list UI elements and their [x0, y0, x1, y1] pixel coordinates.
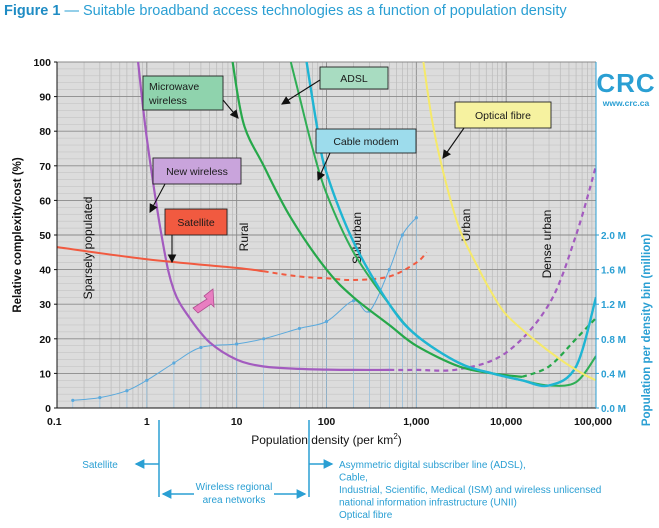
annotation-cable-label: Cable modem	[333, 136, 399, 148]
series-satellite-dashed	[263, 251, 428, 282]
figure-title-text: Suitable broadband access technologies a…	[82, 3, 567, 19]
annotation-cable-arrow	[317, 152, 331, 182]
zone-label: Dense urban	[540, 210, 554, 279]
y-tick-label: 0	[45, 403, 51, 415]
density-bin-point	[324, 319, 329, 324]
annotation-fibre-box	[454, 101, 552, 129]
x-tick-label: 0.1	[47, 416, 62, 428]
y-tick-label: 100	[33, 57, 51, 69]
bottom-tech-line: Cable,	[339, 473, 368, 484]
y-tick-label: 60	[39, 195, 51, 207]
zone-labels: Sparsely populated Rural Suburban Urban Dens…	[81, 197, 554, 300]
right-tick-label: 1.2 M	[601, 300, 626, 311]
density-bin-point	[351, 299, 356, 303]
axes: 0 10 20 30 40 50 60 70 80 90 100 0.1 1 10 100 1,000 10,0…	[12, 57, 653, 447]
series-satellite-line	[57, 246, 264, 273]
annotation-microwave-box	[142, 75, 224, 111]
density-bin-point	[145, 378, 149, 382]
x-tick-label: 10,000	[490, 416, 522, 428]
zone-label: Rural	[237, 223, 251, 252]
y-tick-label: 40	[39, 265, 51, 277]
annotation-cable-box	[315, 128, 417, 154]
annotation-fibre-label: Optical fibre	[475, 110, 531, 122]
annotation-new_wireless-arrow	[149, 183, 166, 213]
figure-dash: —	[64, 3, 79, 19]
series-microwave-line	[231, 62, 523, 378]
bottom-wran-label-2: area networks	[203, 495, 266, 506]
annotations: Satellite New wireless Microwave wireless AD…	[142, 66, 552, 314]
annotation-new_wireless-box	[152, 157, 242, 185]
annotation-microwave-label: Microwave	[149, 81, 199, 93]
density-bin-point	[125, 389, 129, 393]
right-tick-label: 0.0 M	[601, 404, 626, 415]
bottom-tech-line: national information infrastructure (UNI…	[339, 498, 517, 509]
bottom-tech-line: Optical fibre	[339, 510, 393, 521]
logo-url: www.crc.ca	[602, 98, 650, 108]
right-tick-label: 0.4 M	[601, 369, 626, 380]
figure-title: Figure 1 — Suitable broadband access tec…	[4, 3, 567, 19]
right-axis-label: Population per density bin (million)	[641, 234, 653, 426]
bottom-satellite-label: Satellite	[82, 460, 118, 471]
y-tick-label: 70	[39, 161, 51, 173]
bottom-tech-line: Asymmetric digital subscriber line (ADSL…	[339, 460, 526, 471]
series-new_wireless-dashed	[389, 165, 596, 372]
density-bins	[71, 216, 418, 408]
highlight-arrow	[192, 288, 215, 314]
density-bin-point	[235, 342, 239, 346]
density-bin-point	[414, 216, 418, 220]
y-tick-label: 30	[39, 299, 51, 311]
x-tick-label: 1	[144, 416, 150, 428]
annotation-adsl-box	[319, 66, 389, 90]
y-tick-label: 10	[39, 368, 51, 380]
zone-label: Sparsely populated	[81, 197, 95, 300]
y-axis-label: Relative complexity/cost (%)	[12, 157, 24, 312]
right-tick-label: 1.6 M	[601, 266, 626, 277]
density-bin-point	[71, 398, 75, 402]
y-tick-label: 20	[39, 334, 51, 346]
density-bin-point	[98, 396, 102, 400]
bottom-wran-label-1: Wireless regional	[196, 482, 273, 493]
annotation-adsl-label: ADSL	[340, 73, 368, 85]
x-tick-label: 100,000	[574, 416, 612, 428]
logo-text: CRC	[596, 68, 655, 98]
annotation-new_wireless-label: New wireless	[166, 166, 228, 178]
x-tick-label: 10	[231, 416, 243, 428]
y-tick-label: 50	[39, 230, 51, 242]
right-tick-label: 0.8 M	[601, 335, 626, 346]
density-bin-point	[172, 361, 176, 365]
x-tick-label: 100	[318, 416, 336, 428]
annotation-microwave-arrow	[222, 99, 239, 119]
x-tick-label: 1,000	[403, 416, 429, 428]
annotation-fibre-arrow	[442, 127, 465, 159]
zone-label: Urban	[459, 209, 473, 242]
y-tick-label: 80	[39, 126, 51, 138]
x-axis-label-main: Population density (per km	[251, 433, 393, 447]
density-bin-point	[400, 233, 405, 237]
density-bin-point	[387, 268, 391, 272]
figure-label: Figure 1	[4, 3, 61, 19]
bottom-tech-line: Industrial, Scientific, Medical (ISM) an…	[339, 485, 601, 496]
annotation-microwave-label-2: wireless	[148, 95, 187, 107]
density-bin-point	[297, 326, 302, 331]
y-tick-label: 90	[39, 92, 51, 104]
bottom-legend: Satellite Wireless regional area networks A…	[82, 420, 601, 521]
annotation-satellite-label: Satellite	[177, 217, 215, 229]
x-axis-label: Population density (per km2)	[251, 432, 402, 447]
density-bin-point	[199, 345, 203, 350]
x-axis-label-end: )	[398, 433, 402, 447]
series-fibre-line	[422, 62, 596, 382]
annotation-satellite-box	[164, 208, 228, 236]
density-bin-point	[262, 337, 266, 341]
right-tick-label: 2.0 M	[601, 231, 626, 242]
annotation-adsl-arrow	[281, 79, 321, 105]
x-axis-label-sup: 2	[393, 432, 398, 441]
